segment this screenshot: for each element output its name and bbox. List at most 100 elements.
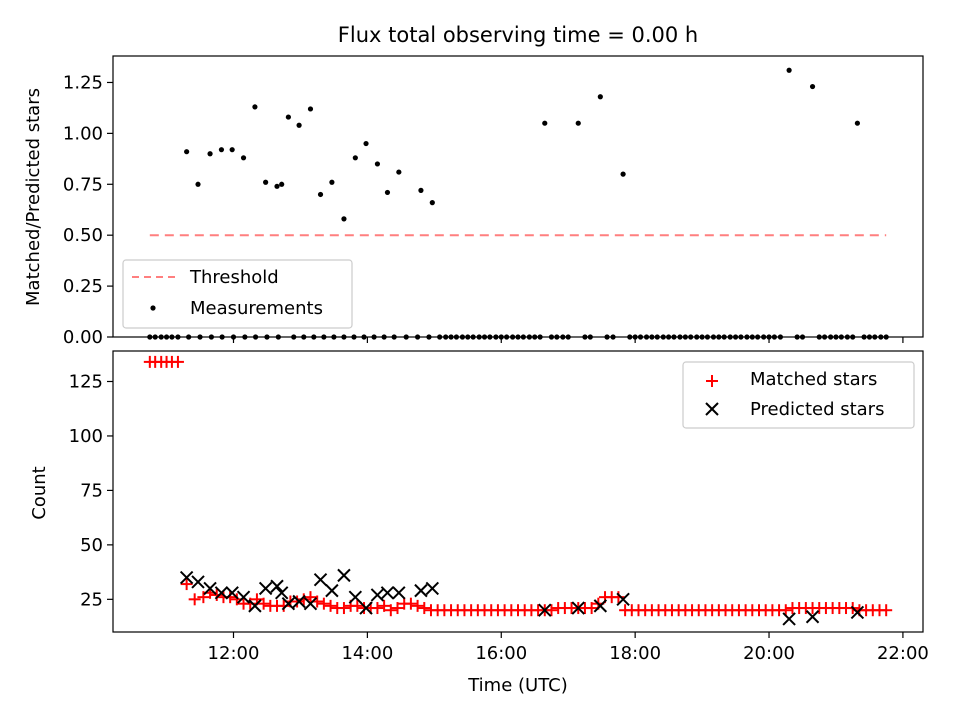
top-plot-panel: 0.00 0.25 0.50 0.75 1.00 1.25 Matched/Predict…: [23, 55, 924, 348]
matched-star-marker: [324, 599, 337, 612]
predicted-star-marker: [425, 581, 440, 596]
predicted-star-marker: [281, 596, 296, 611]
legend-matched-label: Matched stars: [750, 369, 877, 390]
measurement-point: [396, 169, 402, 175]
predicted-star-marker: [225, 586, 239, 600]
matched-star-marker: [411, 599, 424, 612]
predicted-star-stroke: [392, 586, 406, 600]
predicted-star-marker: [616, 592, 630, 607]
top-legend-box: [122, 259, 353, 329]
bottom-plot-frame: [112, 350, 924, 633]
measurement-point: [218, 147, 225, 153]
matched-star-marker: [317, 597, 330, 610]
bottom-y-tick-label: 100: [69, 426, 103, 447]
matched-star-marker: [378, 599, 391, 612]
predicted-star-marker: [337, 568, 351, 583]
measurement-point: [786, 67, 792, 73]
measurement-point: [195, 181, 201, 187]
predicted-star-marker: [380, 586, 395, 600]
bottom-y-tick-label: 25: [80, 589, 103, 610]
measurement-point: [307, 106, 314, 112]
top-y-tick-label: 0.50: [63, 225, 103, 246]
matched-star-marker: [612, 591, 625, 604]
top-y-tick-label: 0.75: [63, 174, 103, 195]
matched-stars-layer: [143, 355, 893, 617]
matched-star-marker: [277, 599, 290, 612]
measurement-point: [429, 200, 435, 206]
top-legend: Threshold Measurements: [122, 259, 353, 329]
predicted-star-stroke: [274, 586, 289, 600]
predicted-star-stroke: [850, 605, 865, 620]
bottom-y-tick-label: 50: [80, 535, 103, 556]
predicted-star-marker: [782, 612, 796, 626]
measurements-layer: [147, 67, 889, 340]
predicted-star-marker: [593, 599, 608, 613]
measurement-point: [352, 155, 358, 161]
measurement-point: [263, 179, 269, 185]
top-y-tick-label: 1.25: [63, 72, 103, 93]
predicted-star-stroke: [248, 599, 262, 613]
predicted-star-marker: [203, 581, 217, 596]
predicted-star-stroke: [303, 596, 318, 611]
matched-star-marker: [585, 602, 598, 615]
predicted-star-marker: [258, 581, 273, 596]
measurement-point: [620, 171, 626, 177]
matched-star-marker: [197, 591, 210, 604]
predicted-star-marker: [850, 605, 865, 620]
matched-star-marker: [404, 597, 417, 610]
bottom-x-tick-label: 20:00: [743, 643, 795, 664]
bottom-y-tick-label: 125: [69, 371, 103, 392]
predicted-star-stroke: [258, 581, 273, 596]
measurement-point: [374, 161, 381, 167]
top-y-tick-label: 0.00: [63, 327, 103, 348]
matched-star-marker: [418, 602, 431, 615]
predicted-star-stroke: [313, 573, 328, 587]
predicted-star-stroke: [348, 590, 363, 604]
measurement-point: [229, 147, 235, 153]
predicted-star-stroke: [782, 612, 796, 626]
measurement-point: [240, 155, 247, 161]
matched-star-marker: [304, 591, 317, 604]
matched-star-marker: [391, 602, 404, 615]
bottom-y-axis-label: Count: [29, 466, 50, 519]
matched-star-marker: [880, 604, 893, 617]
predicted-star-marker: [348, 590, 363, 604]
top-plot-frame: [112, 55, 924, 338]
matched-star-marker: [545, 604, 558, 617]
predicted-star-stroke: [425, 581, 440, 596]
predicted-star-marker: [214, 586, 229, 600]
predicted-star-marker: [359, 601, 373, 615]
bottom-y-ticks: 25 50 75 100 125: [69, 371, 113, 610]
predicted-star-stroke: [203, 581, 217, 596]
predicted-star-marker: [270, 579, 284, 593]
bottom-legend: Matched stars Predicted stars: [682, 361, 915, 429]
predicted-star-stroke: [414, 583, 428, 598]
measurement-point: [207, 151, 213, 157]
matched-star-marker: [171, 355, 184, 368]
predicted-star-marker: [303, 596, 318, 611]
measurement-point: [809, 83, 816, 90]
bottom-x-tick-label: 12:00: [208, 643, 260, 664]
predicted-star-stroke: [616, 592, 630, 607]
measurement-point: [418, 187, 424, 193]
predicted-star-stroke: [270, 579, 284, 593]
measurement-point: [575, 120, 581, 126]
top-chart-title: Flux total observing time = 0.00 h: [338, 23, 698, 47]
legend-predicted-swatch: [705, 402, 719, 416]
matched-star-marker: [291, 595, 304, 608]
matched-star-marker: [337, 602, 350, 615]
legend-predicted-label: Predicted stars: [750, 399, 884, 420]
bottom-legend-box: [682, 361, 915, 429]
measurement-point: [363, 140, 369, 147]
legend-matched-swatch: [706, 375, 718, 387]
predicted-star-stroke: [179, 570, 194, 585]
predicted-star-marker: [805, 610, 820, 624]
predicted-star-marker: [292, 594, 306, 609]
measurement-point: [317, 191, 324, 198]
matched-star-marker: [371, 602, 384, 615]
predicted-star-stroke: [191, 575, 205, 589]
matched-star-marker: [384, 604, 397, 617]
top-y-tick-label: 0.25: [63, 276, 103, 297]
measurement-point: [542, 120, 548, 126]
